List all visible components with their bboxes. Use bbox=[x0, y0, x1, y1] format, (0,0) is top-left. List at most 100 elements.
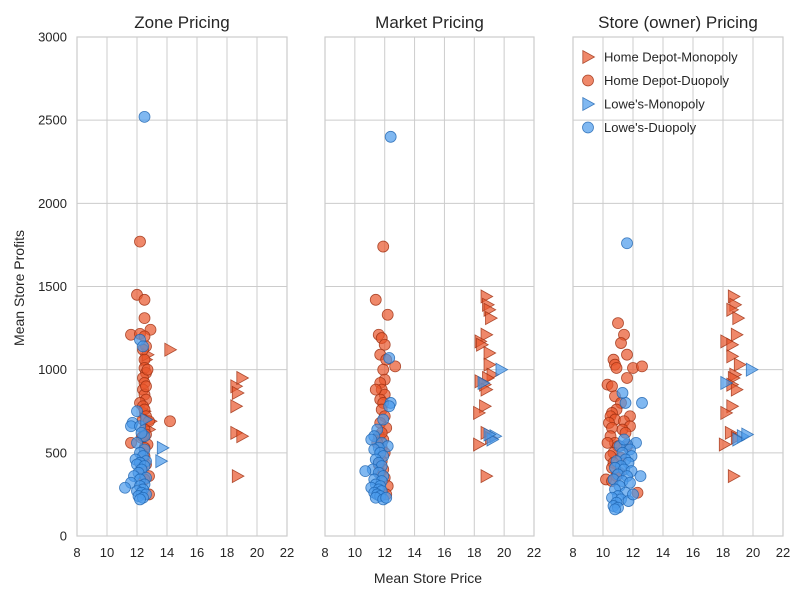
point-hd-duo bbox=[601, 436, 614, 449]
point-lw-duo bbox=[134, 493, 146, 506]
y-tick-label: 1500 bbox=[38, 279, 67, 294]
point-lw-duo bbox=[609, 503, 621, 516]
point-hd-duo bbox=[381, 308, 394, 321]
legend-label: Lowe's-Duopoly bbox=[604, 120, 697, 135]
panel-3: Store (owner) Pricing 8 10 12 14 16 18 20 22 bbox=[569, 13, 790, 560]
y-tick-label: 1000 bbox=[38, 362, 67, 377]
point-hd-duo bbox=[369, 293, 382, 306]
point-lw-duo bbox=[137, 340, 149, 353]
x-tick-label: 14 bbox=[160, 545, 174, 560]
legend-marker-hd-duo bbox=[582, 74, 594, 87]
y-axis-label: Mean Store Profits bbox=[11, 230, 27, 346]
point-hd-mono bbox=[236, 429, 250, 444]
legend-label: Home Depot-Monopoly bbox=[604, 50, 738, 65]
point-hd-duo bbox=[377, 363, 390, 376]
point-lw-duo bbox=[636, 397, 648, 409]
point-hd-mono bbox=[726, 337, 740, 352]
y-tick-label: 500 bbox=[45, 445, 67, 460]
point-hd-duo bbox=[164, 415, 176, 428]
x-tick-label: 10 bbox=[348, 545, 362, 560]
point-lw-mono bbox=[155, 453, 169, 469]
points bbox=[600, 237, 759, 516]
legend-label: Home Depot-Duopoly bbox=[604, 73, 730, 88]
legend-marker-hd-mono bbox=[582, 49, 596, 65]
grid bbox=[76, 36, 288, 537]
point-lw-duo bbox=[383, 400, 396, 413]
x-tick-label: 18 bbox=[716, 545, 730, 560]
x-tick-label: 10 bbox=[100, 545, 114, 560]
point-hd-duo bbox=[138, 293, 151, 306]
point-hd-mono bbox=[733, 357, 747, 372]
x-tick-label: 14 bbox=[407, 545, 421, 560]
legend: Home Depot-Monopoly Home Depot-Duopoly Low… bbox=[582, 49, 738, 135]
panel-title: Zone Pricing bbox=[134, 13, 229, 32]
point-hd-duo bbox=[621, 348, 633, 361]
x-tick-label: 20 bbox=[746, 545, 760, 560]
point-hd-mono bbox=[164, 342, 178, 357]
point-hd-mono bbox=[230, 399, 244, 414]
legend-marker-lw-mono bbox=[582, 96, 596, 112]
y-tick-label: 3000 bbox=[38, 30, 67, 45]
panel-title: Market Pricing bbox=[375, 13, 484, 32]
x-tick-label: 16 bbox=[437, 545, 451, 560]
x-axis-label: Mean Store Price bbox=[374, 570, 482, 586]
point-hd-duo bbox=[141, 363, 154, 376]
x-tick-label: 12 bbox=[130, 545, 144, 560]
point-hd-mono bbox=[720, 405, 734, 421]
x-tick-label: 22 bbox=[776, 545, 790, 560]
point-lw-duo bbox=[627, 488, 639, 501]
point-hd-duo bbox=[612, 317, 624, 329]
x-tick-label: 18 bbox=[220, 545, 234, 560]
x-tick-label: 12 bbox=[626, 545, 640, 560]
points bbox=[119, 110, 250, 506]
point-lw-mono bbox=[745, 362, 759, 377]
panel-title: Store (owner) Pricing bbox=[598, 13, 758, 32]
point-lw-duo bbox=[380, 491, 393, 504]
point-hd-duo bbox=[140, 380, 152, 393]
point-hd-mono bbox=[718, 437, 732, 452]
point-lw-duo bbox=[621, 237, 633, 250]
point-lw-duo bbox=[135, 426, 148, 439]
plot-frame bbox=[76, 36, 288, 537]
x-tick-label: 22 bbox=[527, 545, 541, 560]
x-tick-label: 8 bbox=[321, 545, 328, 560]
panel-1: Zone Pricing 8 10 12 14 16 18 20 22 0 500 1000 1500 2… bbox=[38, 13, 294, 560]
point-hd-duo bbox=[615, 337, 627, 349]
point-lw-mono bbox=[140, 412, 154, 427]
point-lw-duo bbox=[359, 465, 372, 478]
point-hd-mono bbox=[726, 349, 740, 364]
point-hd-mono bbox=[476, 337, 490, 352]
point-hd-duo bbox=[377, 240, 390, 253]
point-lw-mono bbox=[741, 427, 755, 442]
plot-frame bbox=[572, 36, 784, 537]
point-hd-mono bbox=[483, 345, 497, 361]
legend-label: Lowe's-Monopoly bbox=[604, 97, 705, 112]
x-tick-label: 16 bbox=[190, 545, 204, 560]
point-hd-mono bbox=[473, 437, 487, 452]
y-tick-label: 2000 bbox=[38, 196, 67, 211]
x-tick-label: 16 bbox=[686, 545, 700, 560]
point-lw-duo bbox=[138, 110, 151, 123]
point-hd-mono bbox=[236, 370, 250, 386]
point-hd-mono bbox=[479, 399, 493, 414]
point-hd-duo bbox=[138, 312, 151, 325]
grid bbox=[324, 36, 535, 537]
plot-frame bbox=[324, 36, 535, 537]
panels: Zone Pricing 8 10 12 14 16 18 20 22 0 500 1000 1500 2… bbox=[38, 13, 790, 560]
point-hd-mono bbox=[231, 385, 245, 401]
point-lw-duo bbox=[616, 387, 629, 399]
point-lw-duo bbox=[619, 397, 632, 409]
point-hd-duo bbox=[621, 372, 633, 384]
point-lw-duo bbox=[383, 352, 396, 364]
x-tick-label: 14 bbox=[656, 545, 670, 560]
point-lw-duo bbox=[618, 433, 630, 446]
x-tick-label: 8 bbox=[569, 545, 576, 560]
points bbox=[359, 130, 509, 506]
point-hd-duo bbox=[636, 360, 648, 373]
point-hd-mono bbox=[485, 310, 499, 326]
x-tick-label: 18 bbox=[467, 545, 481, 560]
x-tick-label: 10 bbox=[596, 545, 610, 560]
point-hd-duo bbox=[369, 383, 382, 396]
panel-2: Market Pricing 8 10 12 14 16 18 20 22 bbox=[321, 13, 541, 560]
